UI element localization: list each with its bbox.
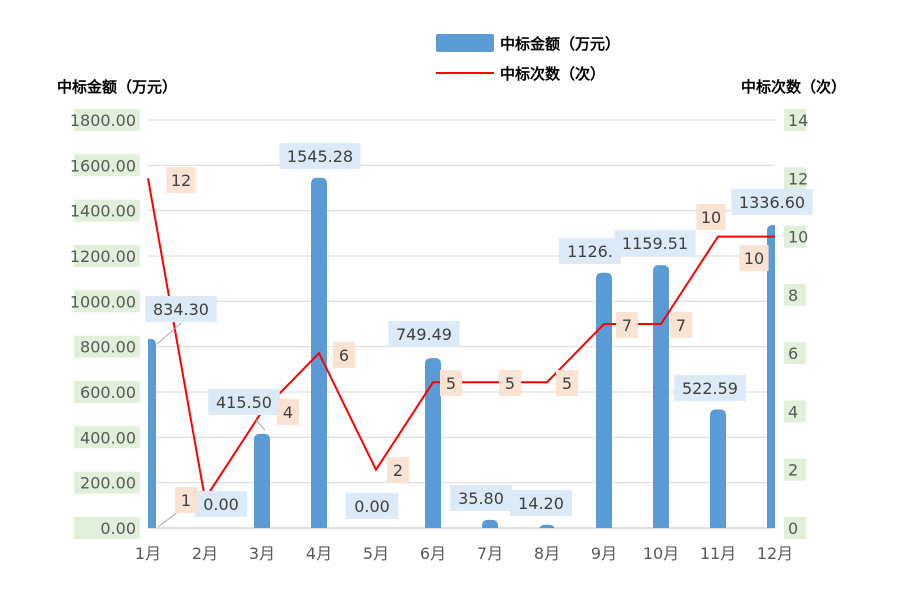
left-tick-label: 0.00	[100, 519, 136, 538]
left-axis: 0.00 200.00 400.00 600.00 800.00 1000.00 1200.…	[70, 109, 140, 539]
left-tick-label: 800.00	[80, 338, 136, 357]
x-axis: 1月 2月 3月 4月 5月 6月 7月 8月 9月 10月 11月 12月	[135, 528, 793, 563]
x-tick-label: 11月	[700, 544, 736, 563]
bar-value-label: 1126.	[567, 242, 613, 261]
x-tick-label: 4月	[306, 544, 332, 563]
line-value-label: 2	[393, 461, 403, 480]
left-tick-label: 1600.00	[70, 156, 136, 175]
grid-lines	[148, 120, 775, 483]
line-value-label: 10	[701, 208, 721, 227]
line-value-label: 1	[181, 491, 191, 510]
left-tick-label: 400.00	[80, 428, 136, 447]
x-tick-label: 10月	[643, 544, 679, 563]
right-axis: 0 2 4 6 8 10 12 14	[784, 109, 808, 539]
bar-value-label: 415.50	[216, 393, 272, 412]
bar	[767, 225, 783, 528]
bar-value-label: 0.00	[203, 495, 239, 514]
bar-value-label: 1336.60	[739, 193, 805, 212]
x-tick-label: 12月	[757, 544, 793, 563]
line-value-label: 6	[339, 346, 349, 365]
left-tick-label: 1200.00	[70, 247, 136, 266]
bar-value-label: 0.00	[354, 497, 390, 516]
bar	[653, 265, 669, 528]
x-tick-label: 1月	[135, 544, 161, 563]
x-tick-label: 7月	[477, 544, 503, 563]
bar	[254, 434, 270, 528]
line-value-label: 5	[562, 374, 572, 393]
bar-value-label: 834.30	[153, 300, 209, 319]
left-tick-label: 1400.00	[70, 202, 136, 221]
left-tick-label: 1000.00	[70, 292, 136, 311]
x-tick-label: 5月	[363, 544, 389, 563]
right-tick-label: 2	[788, 461, 798, 480]
legend: 中标金额（万元） 中标次数（次）	[436, 34, 620, 83]
bar-value-label: 749.49	[396, 325, 452, 344]
line-path	[148, 178, 775, 499]
right-tick-label: 0	[788, 519, 798, 538]
right-tick-label: 6	[788, 344, 798, 363]
line-value-label: 4	[283, 403, 293, 422]
right-tick-label: 10	[788, 228, 808, 247]
x-tick-label: 8月	[534, 544, 560, 563]
bar-value-label: 522.59	[682, 379, 738, 398]
right-tick-label: 8	[788, 286, 798, 305]
line-value-label: 12	[171, 171, 191, 190]
bar	[482, 520, 498, 528]
right-tick-label: 14	[788, 111, 808, 130]
legend-line-label: 中标次数（次）	[500, 65, 605, 83]
bar	[596, 273, 612, 528]
bar-value-label: 14.20	[518, 494, 564, 513]
bar	[539, 525, 555, 531]
legend-bar-swatch	[436, 34, 494, 52]
left-tick-label: 1800.00	[70, 111, 136, 130]
bar-value-label: 1159.51	[622, 234, 688, 253]
bar	[710, 410, 726, 528]
bar-value-label: 35.80	[458, 489, 504, 508]
x-tick-label: 9月	[591, 544, 617, 563]
x-tick-label: 2月	[192, 544, 218, 563]
left-tick-label: 600.00	[80, 383, 136, 402]
bar-value-label: 1545.28	[287, 147, 353, 166]
line-value-label: 7	[622, 316, 632, 335]
right-tick-label: 12	[788, 169, 808, 188]
line-series	[148, 178, 775, 499]
right-axis-title: 中标次数（次）	[741, 78, 846, 96]
x-tick-label: 6月	[420, 544, 446, 563]
bar	[140, 339, 156, 528]
right-tick-label: 4	[788, 402, 798, 421]
left-axis-title: 中标金额（万元）	[57, 78, 177, 96]
line-value-label: 5	[505, 374, 515, 393]
legend-bar-label: 中标金额（万元）	[500, 35, 620, 53]
x-tick-label: 3月	[249, 544, 275, 563]
line-value-label: 7	[676, 316, 686, 335]
left-tick-label: 200.00	[80, 474, 136, 493]
line-value-label: 10	[744, 249, 764, 268]
leader-line	[256, 420, 265, 430]
line-value-label: 5	[446, 374, 456, 393]
